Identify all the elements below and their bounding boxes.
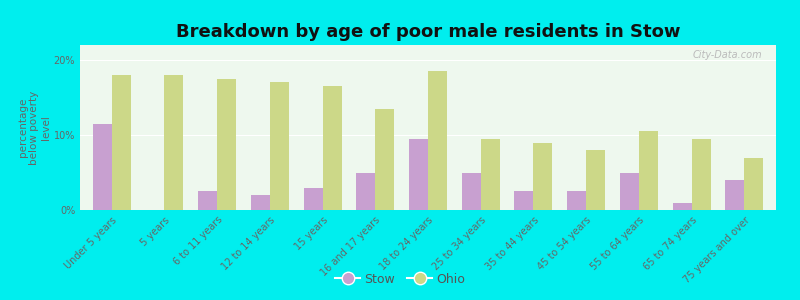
Text: City-Data.com: City-Data.com (693, 50, 762, 60)
Bar (322, 86, 342, 210)
Bar (534, 142, 553, 210)
Bar (251, 195, 270, 210)
Bar (673, 202, 692, 210)
Y-axis label: percentage
below poverty
level: percentage below poverty level (18, 90, 51, 165)
Bar (567, 191, 586, 210)
Bar (409, 139, 428, 210)
Bar (164, 75, 183, 210)
Title: Breakdown by age of poor male residents in Stow: Breakdown by age of poor male residents … (176, 23, 680, 41)
Bar (112, 75, 130, 210)
Bar (428, 71, 447, 210)
Bar (514, 191, 534, 210)
Bar (303, 188, 322, 210)
Bar (620, 172, 639, 210)
Bar (726, 180, 744, 210)
Bar (356, 172, 375, 210)
Bar (481, 139, 500, 210)
Legend: Stow, Ohio: Stow, Ohio (330, 268, 470, 291)
Bar (198, 191, 217, 210)
Bar (744, 158, 763, 210)
Bar (639, 131, 658, 210)
Bar (270, 82, 289, 210)
Bar (217, 79, 236, 210)
Bar (375, 109, 394, 210)
Bar (692, 139, 710, 210)
Bar (586, 150, 605, 210)
Bar (93, 124, 112, 210)
Bar (462, 172, 481, 210)
